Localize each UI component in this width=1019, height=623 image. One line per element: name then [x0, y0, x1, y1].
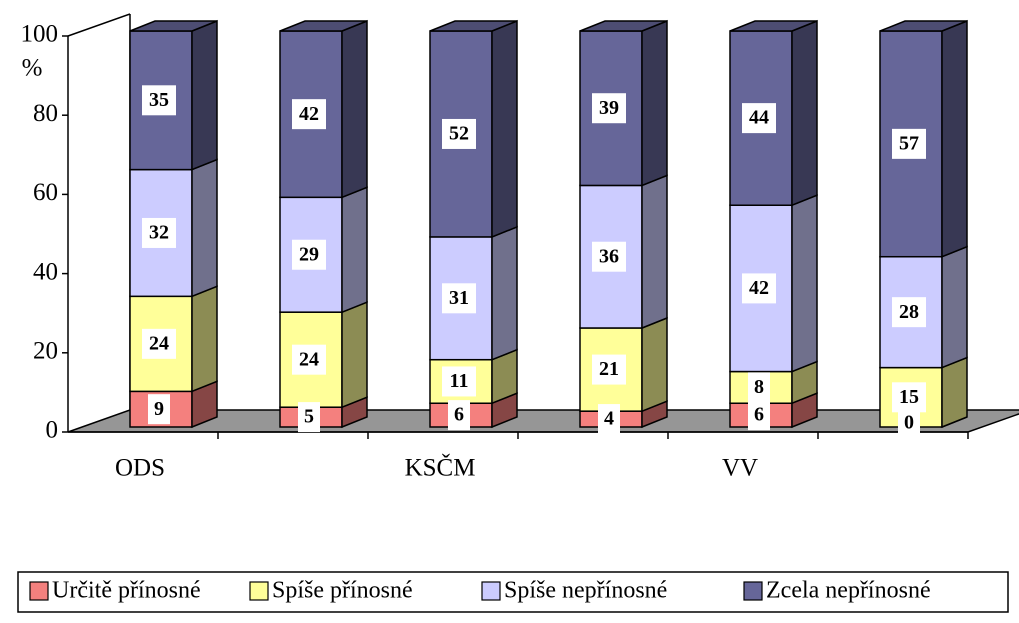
bar-top [879, 20, 968, 32]
value-label-bg [298, 402, 320, 433]
value-label-bg [292, 99, 326, 130]
value-label-bg [142, 328, 176, 359]
x-tick-label: KSČM [405, 454, 476, 482]
value-label: 6 [454, 404, 464, 426]
legend-swatch [481, 581, 501, 601]
value-label: 4 [604, 408, 614, 430]
bar-segment-side [191, 158, 218, 298]
legend-label: Zcela nepřínosné [766, 578, 931, 604]
bar-segment-side [491, 225, 518, 361]
value-label: 29 [299, 243, 319, 265]
value-label-bg [892, 297, 926, 328]
legend-label: Určitě přínosné [52, 578, 201, 604]
value-label: 24 [299, 348, 319, 370]
value-label: 28 [899, 301, 919, 323]
value-label-bg [148, 394, 170, 425]
value-label: 36 [599, 245, 619, 267]
value-label: 6 [754, 404, 764, 426]
value-label-bg [592, 241, 626, 272]
legend-label: Spíše nepřínosné [504, 578, 667, 604]
legend-swatch [249, 581, 269, 601]
bar-top [279, 20, 368, 32]
value-label: 24 [149, 332, 169, 354]
y-axis-label: % [22, 55, 43, 82]
value-label: 15 [899, 386, 919, 408]
bar-segment-side [341, 186, 368, 314]
bar-segment-side [941, 356, 968, 429]
legend-label: Spíše přínosné [272, 578, 413, 604]
y-tick-label: 100 [21, 21, 59, 48]
value-label-bg [592, 354, 626, 385]
value-label-bg [142, 217, 176, 248]
value-label-bg [742, 273, 776, 304]
bar-top [729, 20, 818, 32]
value-label: 9 [154, 398, 164, 420]
value-label-bg [742, 103, 776, 134]
x-tick-label: ODS [115, 455, 165, 482]
value-label-bg [748, 372, 770, 403]
value-label: 11 [450, 370, 469, 392]
value-label: 42 [299, 103, 319, 125]
value-label-bg [592, 93, 626, 124]
value-label: 0 [904, 412, 914, 434]
bar-segment-side [191, 19, 218, 171]
bar-top [129, 20, 218, 32]
bar-segment-side [341, 301, 368, 409]
bar-segment-side [791, 194, 818, 373]
y-tick-label: 60 [33, 179, 58, 206]
bar-segment-side [341, 19, 368, 199]
bar-segment-side [941, 19, 968, 258]
value-label-bg [292, 344, 326, 375]
legend-box [17, 571, 1009, 613]
value-label: 57 [899, 132, 919, 154]
bar-segment-side [941, 245, 968, 369]
value-label-bg [598, 404, 620, 435]
value-label-bg [442, 283, 476, 314]
value-label-bg [448, 400, 470, 431]
y-tick-label: 20 [33, 338, 58, 365]
y-tick-label: 40 [33, 258, 58, 285]
value-label: 32 [149, 222, 169, 244]
y-tick-label: 80 [33, 100, 58, 127]
value-label: 31 [449, 287, 469, 309]
bar-top [429, 20, 518, 32]
value-label-bg [898, 408, 920, 438]
value-label-bg [292, 239, 326, 270]
y-tick-label: 0 [46, 417, 59, 444]
bar-segment-side [491, 19, 518, 239]
bar-top [579, 20, 668, 32]
value-label-bg [442, 366, 476, 397]
value-label-bg [142, 85, 176, 116]
bar-segment-side [641, 174, 668, 330]
legend-swatch [743, 581, 763, 601]
bar-segment-side [191, 285, 218, 393]
bar-segment-side [641, 316, 668, 413]
bar-segment-side [641, 19, 668, 187]
wall-top-edge [67, 13, 131, 37]
value-label-bg [892, 382, 926, 413]
bar-segment-side [791, 19, 818, 207]
value-label: 5 [304, 406, 314, 428]
value-label-bg [892, 128, 926, 159]
value-label: 21 [599, 358, 619, 380]
legend-swatch [29, 581, 49, 601]
value-label: 52 [449, 123, 469, 145]
value-label: 35 [149, 89, 169, 111]
value-label: 44 [749, 107, 769, 129]
x-tick-label: VV [722, 455, 758, 482]
value-label-bg [748, 400, 770, 431]
value-label: 39 [599, 97, 619, 119]
value-label: 42 [749, 277, 769, 299]
value-label-bg [442, 118, 476, 149]
value-label: 8 [754, 376, 764, 398]
